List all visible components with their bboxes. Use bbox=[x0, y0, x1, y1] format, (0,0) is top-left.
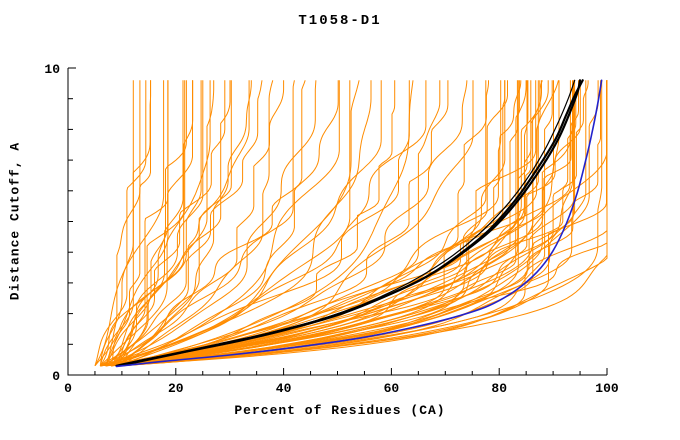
prediction-curve bbox=[105, 80, 607, 367]
prediction-curve bbox=[121, 80, 339, 367]
chart-title: T1058-D1 bbox=[298, 13, 382, 29]
prediction-curve bbox=[116, 80, 252, 367]
prediction-curve bbox=[110, 80, 151, 366]
x-tick-label: 100 bbox=[595, 381, 619, 396]
prediction-curve bbox=[121, 80, 537, 367]
prediction-curve bbox=[99, 80, 134, 366]
reference-curve bbox=[115, 79, 603, 368]
prediction-curve bbox=[100, 80, 539, 367]
prediction-curve bbox=[94, 80, 202, 367]
prediction-curve bbox=[100, 80, 553, 367]
prediction-curve bbox=[105, 80, 351, 367]
prediction-curve bbox=[116, 80, 571, 367]
prediction-curve bbox=[100, 80, 529, 367]
prediction-curve bbox=[121, 80, 186, 366]
prediction-curve bbox=[100, 80, 427, 367]
x-tick-label: 60 bbox=[384, 381, 400, 396]
prediction-curve bbox=[105, 80, 410, 367]
y-axis-label: Distance Cutoff, A bbox=[7, 141, 23, 301]
prediction-curve bbox=[99, 80, 211, 367]
prediction-curve bbox=[111, 80, 532, 367]
prediction-curve bbox=[121, 80, 232, 367]
prediction-curve bbox=[110, 80, 231, 367]
prediction-curve bbox=[116, 80, 360, 367]
prediction-curve bbox=[116, 80, 194, 367]
prediction-curve bbox=[111, 80, 560, 367]
prediction-curve bbox=[94, 80, 147, 366]
x-tick-label: 40 bbox=[276, 381, 292, 396]
prediction-curve bbox=[111, 80, 441, 367]
y-tick-label: 10 bbox=[44, 62, 60, 77]
prediction-curve bbox=[116, 80, 215, 367]
prediction-curve bbox=[110, 80, 340, 367]
prediction-curve bbox=[121, 80, 519, 367]
prediction-curve bbox=[116, 80, 468, 367]
highlight-model-curve bbox=[115, 79, 576, 367]
prediction-curve bbox=[105, 80, 141, 366]
prediction-curve bbox=[100, 80, 295, 367]
x-tick-label: 80 bbox=[491, 381, 507, 396]
prediction-curve bbox=[110, 80, 184, 367]
prediction-curve bbox=[105, 80, 508, 367]
prediction-curve bbox=[116, 80, 169, 366]
prediction-curve bbox=[105, 80, 263, 367]
prediction-curve bbox=[121, 80, 579, 367]
prediction-curve bbox=[116, 80, 518, 367]
prediction-curve bbox=[121, 80, 274, 367]
prediction-curve bbox=[111, 80, 520, 367]
prediction-curve bbox=[121, 80, 396, 367]
x-tick-label: 20 bbox=[168, 381, 184, 396]
prediction-curve bbox=[100, 80, 502, 367]
prediction-curve bbox=[111, 80, 489, 367]
prediction-curve bbox=[116, 80, 522, 367]
prediction-curve bbox=[94, 80, 165, 367]
x-tick-label: 0 bbox=[64, 381, 72, 396]
prediction-curve bbox=[116, 80, 506, 367]
x-axis-label: Percent of Residues (CA) bbox=[234, 403, 446, 418]
y-tick-label: 0 bbox=[52, 369, 60, 384]
prediction-curve bbox=[100, 80, 487, 367]
prediction-curve bbox=[105, 80, 226, 367]
prediction-curve bbox=[105, 80, 575, 367]
prediction-curve bbox=[121, 80, 449, 367]
prediction-curve bbox=[111, 80, 542, 367]
prediction-curve bbox=[100, 80, 250, 367]
prediction-curve bbox=[99, 80, 187, 367]
